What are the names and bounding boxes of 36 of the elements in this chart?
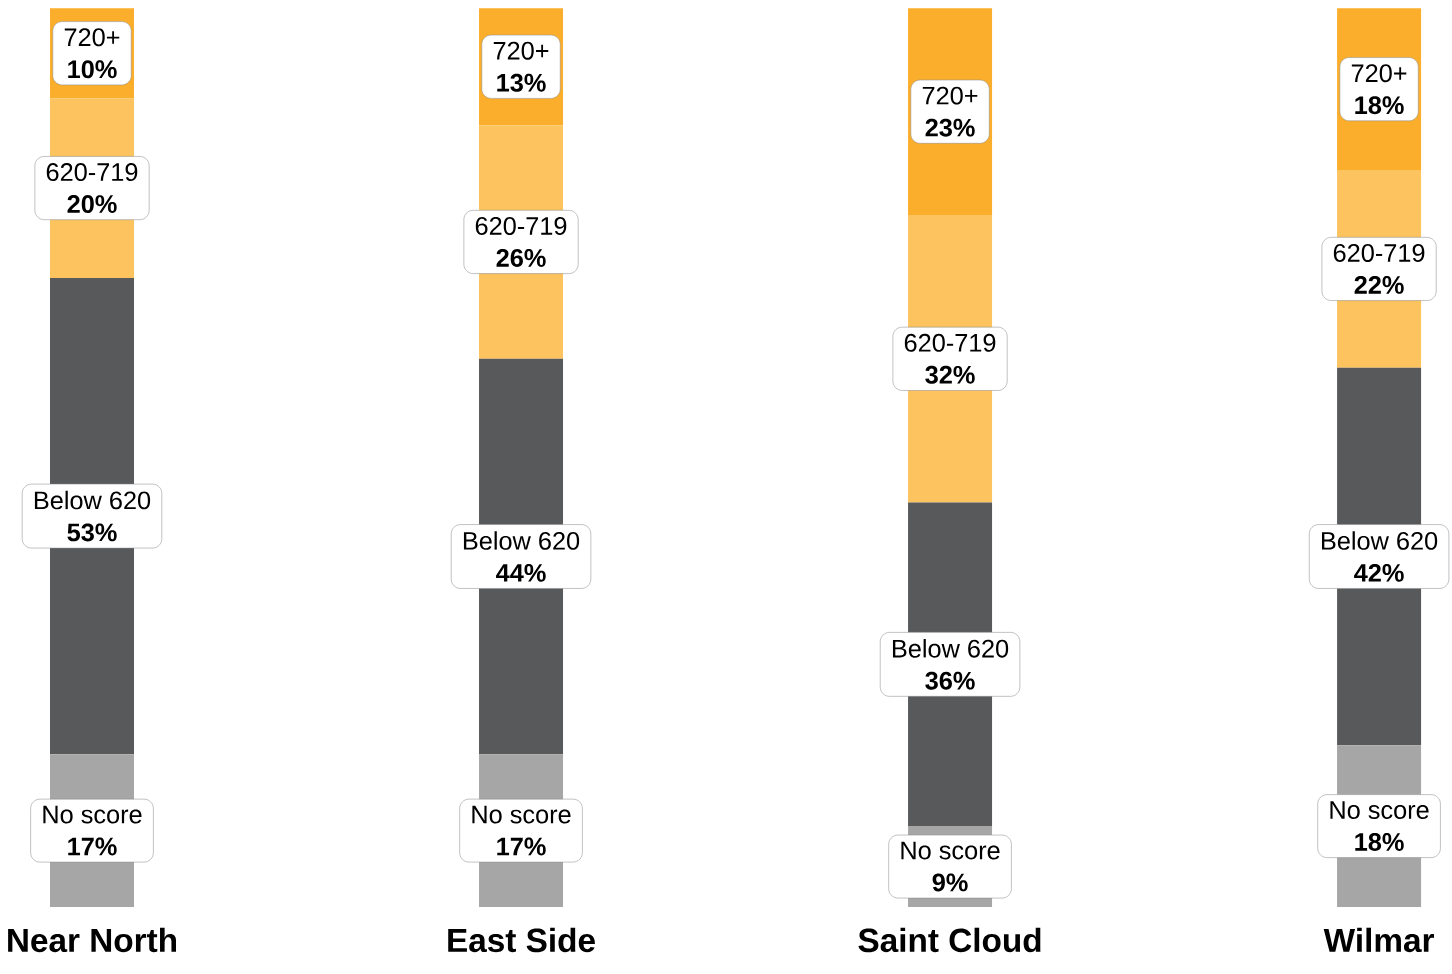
text: 620-719 (904, 333, 996, 352)
series-label: No score (1330, 801, 1429, 819)
data-label: 17% (497, 837, 546, 856)
data-label: 44% (496, 563, 546, 582)
data-label: 32% (925, 365, 975, 384)
text: 720+ (922, 86, 978, 105)
data-label: 20% (67, 195, 117, 214)
series-label: 620-719 (475, 217, 567, 235)
series-label: 720+ (1351, 64, 1407, 83)
text: 620-719 (1333, 243, 1425, 262)
data-label: 23% (925, 118, 975, 137)
data-label: 53% (67, 523, 117, 542)
x-tick-label: Wilmar (1323, 927, 1435, 953)
text: Below 620 (1321, 531, 1438, 550)
data-label: 10% (68, 60, 117, 79)
text: 620-719 (46, 163, 138, 182)
x-tick-label: Near North (8, 927, 177, 953)
text: Below 620 (463, 531, 580, 550)
series-label: Below 620 (892, 639, 1009, 658)
text: 720+ (493, 41, 549, 60)
data-label: 18% (1355, 96, 1404, 115)
x-tick-label: Saint Cloud (858, 927, 1041, 953)
text: No score (472, 805, 571, 824)
data-label: 36% (925, 671, 975, 690)
data-label: 13% (497, 73, 546, 92)
data-label: 17% (68, 837, 117, 856)
text: No score (43, 805, 142, 824)
text: No score (901, 841, 1000, 860)
text: Below 620 (34, 490, 151, 510)
x-tick-label: East Side (448, 927, 595, 953)
data-label: 9% (932, 873, 968, 892)
data-label: 42% (1354, 563, 1404, 582)
data-label: 22% (1354, 275, 1404, 294)
data-label: 26% (496, 249, 546, 267)
text: 720+ (64, 28, 120, 47)
data-label: 18% (1355, 833, 1404, 851)
